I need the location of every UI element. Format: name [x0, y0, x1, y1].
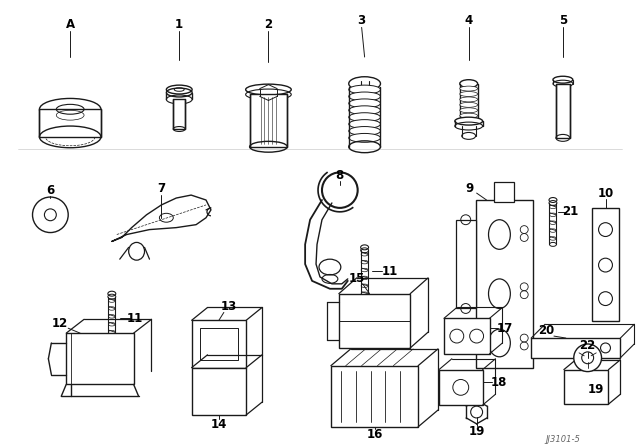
Bar	[40, 109, 101, 137]
Text: 3: 3	[358, 14, 365, 27]
Ellipse shape	[349, 77, 380, 90]
Ellipse shape	[349, 106, 380, 115]
Text: 15: 15	[349, 272, 365, 285]
Ellipse shape	[349, 134, 380, 142]
Bar	[339, 294, 410, 348]
Ellipse shape	[460, 91, 477, 96]
Text: 13: 13	[221, 300, 237, 313]
Ellipse shape	[349, 85, 380, 94]
Ellipse shape	[349, 120, 380, 129]
Ellipse shape	[460, 108, 477, 113]
Bar	[439, 370, 483, 405]
Bar	[173, 99, 185, 129]
Text: 10: 10	[597, 187, 614, 200]
Bar	[191, 320, 246, 368]
Text: 19: 19	[468, 425, 485, 438]
Bar	[564, 370, 609, 404]
Bar	[331, 366, 418, 427]
Bar	[556, 84, 570, 138]
Ellipse shape	[361, 245, 369, 250]
Ellipse shape	[455, 117, 483, 125]
Ellipse shape	[549, 198, 557, 202]
Ellipse shape	[460, 80, 477, 88]
Ellipse shape	[460, 113, 477, 118]
Text: 14: 14	[211, 418, 227, 431]
Text: 21: 21	[562, 205, 578, 218]
Text: 4: 4	[465, 14, 473, 27]
Bar	[66, 333, 134, 384]
Text: 5: 5	[559, 14, 567, 27]
Bar	[200, 328, 238, 360]
Ellipse shape	[166, 85, 192, 94]
Ellipse shape	[246, 84, 291, 95]
Ellipse shape	[460, 97, 477, 102]
Bar	[456, 220, 476, 309]
Ellipse shape	[349, 126, 380, 135]
Bar	[476, 200, 533, 368]
Ellipse shape	[349, 113, 380, 121]
Ellipse shape	[460, 86, 477, 91]
Text: 6: 6	[46, 184, 54, 197]
Text: 2: 2	[264, 18, 273, 31]
Text: 7: 7	[157, 182, 166, 195]
Bar	[531, 338, 620, 358]
Text: 9: 9	[465, 182, 474, 195]
Bar	[591, 208, 620, 321]
Ellipse shape	[553, 76, 573, 83]
Text: JJ3101-5: JJ3101-5	[545, 435, 580, 444]
Text: 22: 22	[580, 340, 596, 353]
Text: 19: 19	[588, 383, 604, 396]
Text: 11: 11	[381, 264, 397, 277]
Text: A: A	[66, 18, 75, 31]
Text: 8: 8	[336, 169, 344, 182]
Circle shape	[574, 344, 602, 371]
Text: 16: 16	[366, 428, 383, 441]
Ellipse shape	[108, 291, 116, 296]
Ellipse shape	[461, 133, 476, 139]
Ellipse shape	[460, 103, 477, 108]
Text: 12: 12	[52, 317, 68, 330]
Text: 17: 17	[496, 322, 513, 335]
Text: 20: 20	[538, 323, 554, 337]
Text: 1: 1	[175, 18, 183, 31]
Ellipse shape	[349, 92, 380, 101]
Ellipse shape	[349, 99, 380, 108]
Text: 11: 11	[127, 312, 143, 325]
Bar	[250, 95, 287, 147]
Bar	[191, 368, 246, 415]
Bar	[444, 319, 490, 354]
Bar	[495, 182, 515, 202]
Text: 18: 18	[490, 376, 507, 389]
